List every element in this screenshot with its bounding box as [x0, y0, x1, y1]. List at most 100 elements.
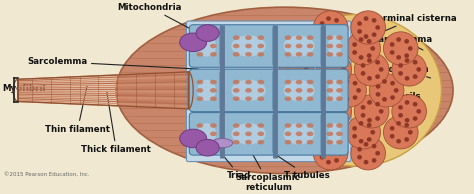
FancyBboxPatch shape — [189, 69, 224, 112]
Circle shape — [329, 53, 334, 58]
FancyBboxPatch shape — [220, 25, 277, 67]
Ellipse shape — [210, 52, 217, 57]
FancyBboxPatch shape — [186, 21, 351, 162]
Circle shape — [367, 53, 372, 58]
Circle shape — [390, 42, 394, 47]
Ellipse shape — [296, 123, 302, 128]
Circle shape — [382, 79, 387, 84]
Circle shape — [337, 74, 342, 79]
Circle shape — [354, 53, 389, 86]
Circle shape — [405, 118, 410, 123]
FancyBboxPatch shape — [220, 113, 277, 155]
Ellipse shape — [211, 139, 233, 148]
Circle shape — [416, 109, 421, 114]
Circle shape — [396, 121, 401, 126]
Circle shape — [398, 71, 403, 76]
Circle shape — [292, 100, 297, 105]
Circle shape — [369, 74, 404, 107]
Ellipse shape — [257, 52, 264, 57]
Ellipse shape — [307, 52, 313, 57]
Circle shape — [319, 21, 325, 26]
Circle shape — [405, 100, 410, 105]
Circle shape — [313, 11, 348, 44]
Ellipse shape — [307, 140, 313, 145]
Ellipse shape — [283, 123, 315, 144]
Ellipse shape — [296, 35, 302, 40]
Circle shape — [353, 95, 357, 100]
Circle shape — [337, 116, 342, 121]
Circle shape — [300, 116, 305, 121]
Circle shape — [361, 113, 365, 118]
Ellipse shape — [296, 96, 302, 101]
FancyBboxPatch shape — [321, 25, 348, 67]
FancyBboxPatch shape — [321, 113, 348, 155]
Circle shape — [367, 100, 372, 105]
Circle shape — [304, 109, 309, 114]
Circle shape — [300, 102, 305, 107]
Ellipse shape — [257, 80, 264, 84]
Ellipse shape — [284, 123, 292, 128]
Circle shape — [351, 137, 385, 170]
Circle shape — [357, 147, 362, 152]
Circle shape — [326, 34, 331, 39]
Text: Triad: Triad — [223, 155, 252, 180]
Circle shape — [323, 63, 328, 68]
Circle shape — [334, 158, 339, 163]
Circle shape — [309, 116, 343, 149]
Circle shape — [359, 37, 364, 42]
Ellipse shape — [284, 96, 292, 101]
Ellipse shape — [197, 36, 216, 56]
Ellipse shape — [307, 80, 313, 84]
Circle shape — [357, 29, 362, 34]
Circle shape — [375, 102, 380, 107]
Circle shape — [323, 71, 328, 76]
Ellipse shape — [327, 96, 333, 101]
Ellipse shape — [245, 88, 252, 93]
Circle shape — [367, 76, 372, 81]
Circle shape — [323, 105, 328, 110]
Ellipse shape — [257, 35, 264, 40]
Circle shape — [364, 34, 368, 39]
Ellipse shape — [257, 88, 264, 93]
Circle shape — [294, 74, 329, 107]
Circle shape — [372, 158, 376, 163]
Circle shape — [392, 53, 427, 86]
Circle shape — [345, 79, 349, 84]
Ellipse shape — [327, 80, 333, 84]
Ellipse shape — [307, 44, 313, 48]
Circle shape — [361, 71, 365, 76]
Circle shape — [367, 137, 372, 142]
Circle shape — [319, 29, 325, 34]
Circle shape — [359, 139, 364, 144]
Ellipse shape — [210, 96, 217, 101]
Circle shape — [383, 116, 418, 149]
Circle shape — [341, 109, 346, 114]
Circle shape — [279, 53, 314, 86]
Circle shape — [390, 134, 394, 139]
Circle shape — [285, 105, 291, 110]
Ellipse shape — [180, 129, 207, 148]
Circle shape — [361, 105, 365, 110]
Ellipse shape — [336, 80, 343, 84]
Circle shape — [364, 160, 368, 165]
Circle shape — [367, 123, 372, 127]
Circle shape — [408, 130, 413, 135]
Circle shape — [319, 88, 323, 93]
FancyBboxPatch shape — [321, 69, 348, 112]
Ellipse shape — [296, 140, 302, 145]
Ellipse shape — [336, 88, 343, 93]
Ellipse shape — [210, 44, 217, 48]
Circle shape — [346, 116, 381, 149]
Ellipse shape — [257, 123, 264, 128]
Circle shape — [382, 97, 387, 102]
Ellipse shape — [336, 123, 343, 128]
Circle shape — [337, 60, 342, 65]
Circle shape — [372, 144, 376, 148]
Circle shape — [372, 18, 376, 23]
Circle shape — [338, 25, 343, 30]
Circle shape — [396, 139, 401, 144]
Circle shape — [341, 67, 346, 72]
Circle shape — [329, 137, 334, 142]
Ellipse shape — [336, 140, 343, 145]
Circle shape — [352, 42, 357, 47]
